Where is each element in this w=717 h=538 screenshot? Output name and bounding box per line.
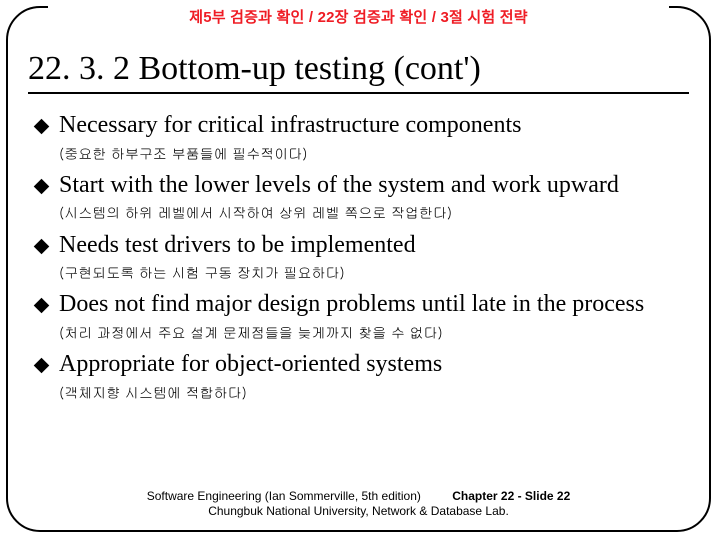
list-item: Start with the lower levels of the syste… [36,172,681,200]
body: Necessary for critical infrastructure co… [36,112,681,411]
diamond-icon [34,298,50,314]
bullet-main: Necessary for critical infrastructure co… [59,112,521,140]
bullet-main: Start with the lower levels of the syste… [59,172,619,200]
bullet-sub: (구현되도록 하는 시험 구동 장치가 필요하다) [59,263,681,281]
footer-pageref: Chapter 22 - Slide 22 [452,489,570,503]
bullet-sub: (시스템의 하위 레벨에서 시작하여 상위 레벨 쪽으로 작업한다) [59,203,681,221]
breadcrumb: 제5부 검증과 확인 / 22장 검증과 확인 / 3절 시험 전략 [62,6,655,27]
footer-line1: Software Engineering (Ian Sommerville, 5… [8,489,709,503]
bullet-main: Does not find major design problems unti… [59,291,644,319]
slide: 제5부 검증과 확인 / 22장 검증과 확인 / 3절 시험 전략 22. 3… [0,0,717,538]
list-item: Needs test drivers to be implemented [36,232,681,260]
breadcrumb-wrap: 제5부 검증과 확인 / 22장 검증과 확인 / 3절 시험 전략 [48,6,669,31]
bullet-main: Needs test drivers to be implemented [59,232,416,260]
diamond-icon [34,238,50,254]
bullet-sub: (중요한 하부구조 부품들에 필수적이다) [59,144,681,162]
diamond-icon [34,358,50,374]
list-item: Does not find major design problems unti… [36,291,681,319]
bullet-sub: (처리 과정에서 주요 설계 문제점들을 늦게까지 찾을 수 없다) [59,323,681,341]
title-rule [28,92,689,94]
title-block: 22. 3. 2 Bottom-up testing (cont') [28,50,689,94]
bullet-sub: (객체지향 시스템에 적합하다) [59,383,681,401]
bullet-main: Appropriate for object-oriented systems [59,351,442,379]
page-title: 22. 3. 2 Bottom-up testing (cont') [28,50,689,90]
diamond-icon [34,179,50,195]
footer-affiliation: Chungbuk National University, Network & … [8,504,709,518]
slide-frame: 제5부 검증과 확인 / 22장 검증과 확인 / 3절 시험 전략 22. 3… [6,6,711,532]
footer-book: Software Engineering (Ian Sommerville, 5… [147,489,421,503]
diamond-icon [34,119,50,135]
list-item: Appropriate for object-oriented systems [36,351,681,379]
list-item: Necessary for critical infrastructure co… [36,112,681,140]
footer: Software Engineering (Ian Sommerville, 5… [8,489,709,518]
